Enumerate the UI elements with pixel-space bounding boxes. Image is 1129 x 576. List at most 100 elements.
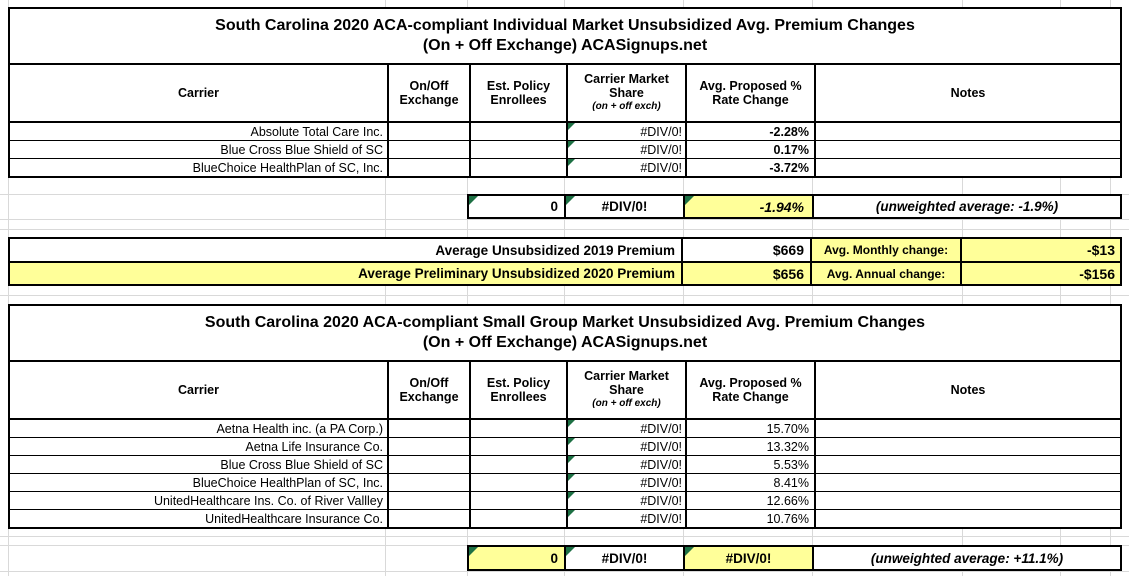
small-group-market-table: South Carolina 2020 ACA-compliant Small … (8, 304, 1122, 529)
title-line-2: (On + Off Exchange) ACASignups.net (422, 334, 708, 351)
carrier-name-cell[interactable]: Blue Cross Blue Shield of SC (220, 142, 383, 157)
notes-cell[interactable] (814, 420, 1120, 437)
notes-cell[interactable] (814, 474, 1120, 491)
market-share-cell[interactable]: #DIV/0! (566, 474, 685, 491)
error-triangle-icon (568, 474, 575, 481)
premium-value-cell[interactable]: $656 (681, 263, 810, 284)
table-row: UnitedHealthcare Ins. Co. of River Valll… (10, 492, 1120, 510)
error-triangle-icon (568, 510, 575, 517)
onoff-exchange-cell[interactable] (387, 492, 469, 509)
market-share-value: #DIV/0! (640, 421, 682, 436)
market-share-cell[interactable]: #DIV/0! (566, 420, 685, 437)
gridline (564, 0, 565, 576)
premium-side-value-cell[interactable]: -$13 (960, 239, 1120, 261)
onoff-exchange-cell[interactable] (387, 456, 469, 473)
enrollees-cell[interactable] (469, 474, 566, 491)
error-triangle-icon (685, 547, 694, 556)
rate-change-cell[interactable]: 12.66% (685, 492, 814, 509)
rate-change-cell[interactable]: 10.76% (685, 510, 814, 527)
premium-side-label-cell[interactable]: Avg. Annual change: (810, 263, 960, 284)
onoff-exchange-cell[interactable] (387, 123, 469, 140)
onoff-exchange-cell[interactable] (387, 438, 469, 455)
totals-rate-change-cell[interactable]: #DIV/0! (683, 547, 812, 569)
totals-market-share-cell[interactable]: #DIV/0! (564, 547, 683, 569)
col-header-rate-change: Avg. Proposed % Rate Change (685, 362, 814, 418)
carrier-name-cell[interactable]: UnitedHealthcare Ins. Co. of River Valll… (153, 493, 383, 508)
market-share-cell[interactable]: #DIV/0! (566, 456, 685, 473)
totals-enrollees-cell[interactable]: 0 (469, 196, 564, 217)
totals-rate-change-cell[interactable]: -1.94% (683, 196, 812, 217)
rate-change-cell[interactable]: 0.17% (685, 141, 814, 158)
table-row: BlueChoice HealthPlan of SC, Inc. #DIV/0… (10, 159, 1120, 176)
carrier-name-cell[interactable]: Blue Cross Blue Shield of SC (220, 457, 383, 472)
notes-cell[interactable] (814, 159, 1120, 176)
premium-value-cell[interactable]: $669 (681, 239, 810, 261)
enrollees-cell[interactable] (469, 123, 566, 140)
table-row: Aetna Life Insurance Co. #DIV/0! 13.32% (10, 438, 1120, 456)
enrollees-cell[interactable] (469, 510, 566, 527)
column-header-row: Carrier On/Off Exchange Est. Policy Enro… (10, 362, 1120, 420)
gridline (385, 0, 386, 576)
market-share-cell[interactable]: #DIV/0! (566, 159, 685, 176)
error-triangle-icon (568, 438, 575, 445)
gridline (0, 219, 1129, 220)
notes-cell[interactable] (814, 123, 1120, 140)
rate-change-cell[interactable]: 8.41% (685, 474, 814, 491)
market-share-cell[interactable]: #DIV/0! (566, 438, 685, 455)
enrollees-cell[interactable] (469, 438, 566, 455)
market-share-value: #DIV/0! (640, 439, 682, 454)
enrollees-cell[interactable] (469, 159, 566, 176)
totals-market-share-cell[interactable]: #DIV/0! (564, 196, 683, 217)
carrier-name-cell[interactable]: Aetna Life Insurance Co. (245, 439, 383, 454)
carrier-name-cell[interactable]: BlueChoice HealthPlan of SC, Inc. (192, 160, 383, 175)
error-triangle-icon (469, 196, 478, 205)
market-share-cell[interactable]: #DIV/0! (566, 492, 685, 509)
premium-label-cell[interactable]: Average Preliminary Unsubsidized 2020 Pr… (10, 263, 681, 284)
rate-change-cell[interactable]: 13.32% (685, 438, 814, 455)
market-share-value: #DIV/0! (640, 493, 682, 508)
table-row: UnitedHealthcare Insurance Co. #DIV/0! 1… (10, 510, 1120, 527)
rate-change-cell[interactable]: -3.72% (685, 159, 814, 176)
premium-label-cell[interactable]: Average Unsubsidized 2019 Premium (435, 242, 675, 258)
totals-enrollees-cell[interactable]: 0 (469, 547, 564, 569)
market-share-subtitle: (on + off exch) (592, 398, 661, 409)
enrollees-cell[interactable] (469, 456, 566, 473)
gridline (467, 0, 468, 576)
col-header-enrollees: Est. Policy Enrollees (469, 65, 566, 121)
premium-side-value-cell[interactable]: -$156 (960, 263, 1120, 284)
col-header-market-share: Carrier Market Share (on + off exch) (566, 362, 685, 418)
notes-cell[interactable] (814, 456, 1120, 473)
enrollees-cell[interactable] (469, 492, 566, 509)
totals-note-cell[interactable]: (unweighted average: -1.9%) (812, 196, 1120, 217)
notes-cell[interactable] (814, 492, 1120, 509)
rate-change-cell[interactable]: 5.53% (685, 456, 814, 473)
rate-change-cell[interactable]: 15.70% (685, 420, 814, 437)
rate-change-cell[interactable]: -2.28% (685, 123, 814, 140)
col-header-onoff-exchange: On/Off Exchange (387, 65, 469, 121)
onoff-exchange-cell[interactable] (387, 474, 469, 491)
carrier-name-cell[interactable]: BlueChoice HealthPlan of SC, Inc. (192, 475, 383, 490)
col-header-carrier: Carrier (178, 383, 219, 397)
individual-market-table: South Carolina 2020 ACA-compliant Indivi… (8, 7, 1122, 178)
market-share-cell[interactable]: #DIV/0! (566, 141, 685, 158)
notes-cell[interactable] (814, 438, 1120, 455)
gridline (0, 229, 1129, 230)
error-triangle-icon (685, 196, 694, 205)
totals-note-cell[interactable]: (unweighted average: +11.1%) (812, 547, 1120, 569)
premium-side-label-cell[interactable]: Avg. Monthly change: (810, 239, 960, 261)
market-share-cell[interactable]: #DIV/0! (566, 123, 685, 140)
enrollees-cell[interactable] (469, 420, 566, 437)
carrier-name-cell[interactable]: Absolute Total Care Inc. (250, 124, 383, 139)
onoff-exchange-cell[interactable] (387, 141, 469, 158)
enrollees-cell[interactable] (469, 141, 566, 158)
gridline (683, 0, 684, 576)
market-share-cell[interactable]: #DIV/0! (566, 510, 685, 527)
notes-cell[interactable] (814, 141, 1120, 158)
onoff-exchange-cell[interactable] (387, 420, 469, 437)
carrier-name-cell[interactable]: Aetna Health inc. (a PA Corp.) (216, 421, 383, 436)
onoff-exchange-cell[interactable] (387, 510, 469, 527)
notes-cell[interactable] (814, 510, 1120, 527)
onoff-exchange-cell[interactable] (387, 159, 469, 176)
carrier-name-cell[interactable]: UnitedHealthcare Insurance Co. (205, 511, 383, 526)
